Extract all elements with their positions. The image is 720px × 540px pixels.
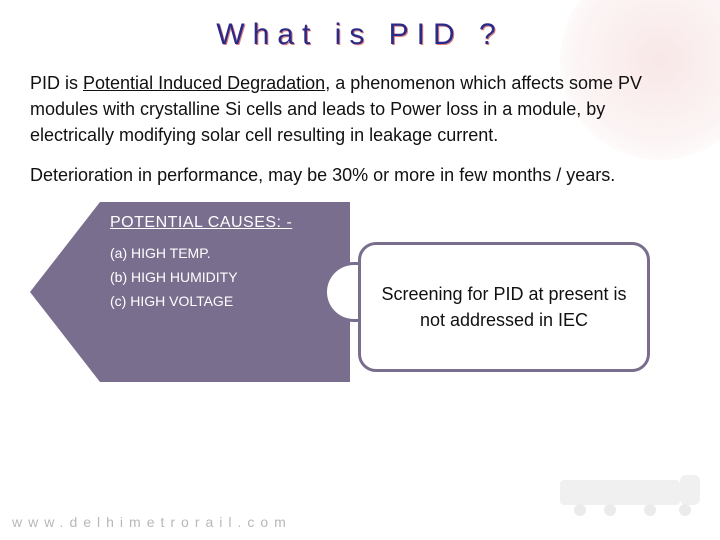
- causes-arrow: POTENTIAL CAUSES: - (a) HIGH TEMP. (b) H…: [30, 202, 350, 382]
- cause-item: (a) HIGH TEMP.: [110, 242, 340, 266]
- p1-underlined: Potential Induced Degradation: [83, 73, 325, 93]
- arrow-head: [30, 202, 100, 382]
- cause-item: (b) HIGH HUMIDITY: [110, 266, 340, 290]
- paragraph-2: Deterioration in performance, may be 30%…: [30, 162, 690, 188]
- causes-heading: POTENTIAL CAUSES: -: [110, 214, 340, 232]
- callout-box: Screening for PID at present is not addr…: [358, 242, 650, 372]
- slide: What is PID ? PID is Potential Induced D…: [0, 0, 720, 540]
- screening-callout: Screening for PID at present is not addr…: [330, 242, 650, 372]
- paragraph-1: PID is Potential Induced Degradation, a …: [30, 70, 690, 148]
- footer-url: www.delhimetrorail.com: [12, 514, 292, 530]
- cause-item: (c) HIGH VOLTAGE: [110, 290, 340, 314]
- p1-pre: PID is: [30, 73, 83, 93]
- callout-text: Screening for PID at present is not addr…: [379, 281, 629, 333]
- slide-title: What is PID ?: [30, 18, 690, 52]
- arrow-content: POTENTIAL CAUSES: - (a) HIGH TEMP. (b) H…: [110, 214, 340, 313]
- shapes-region: POTENTIAL CAUSES: - (a) HIGH TEMP. (b) H…: [30, 202, 690, 392]
